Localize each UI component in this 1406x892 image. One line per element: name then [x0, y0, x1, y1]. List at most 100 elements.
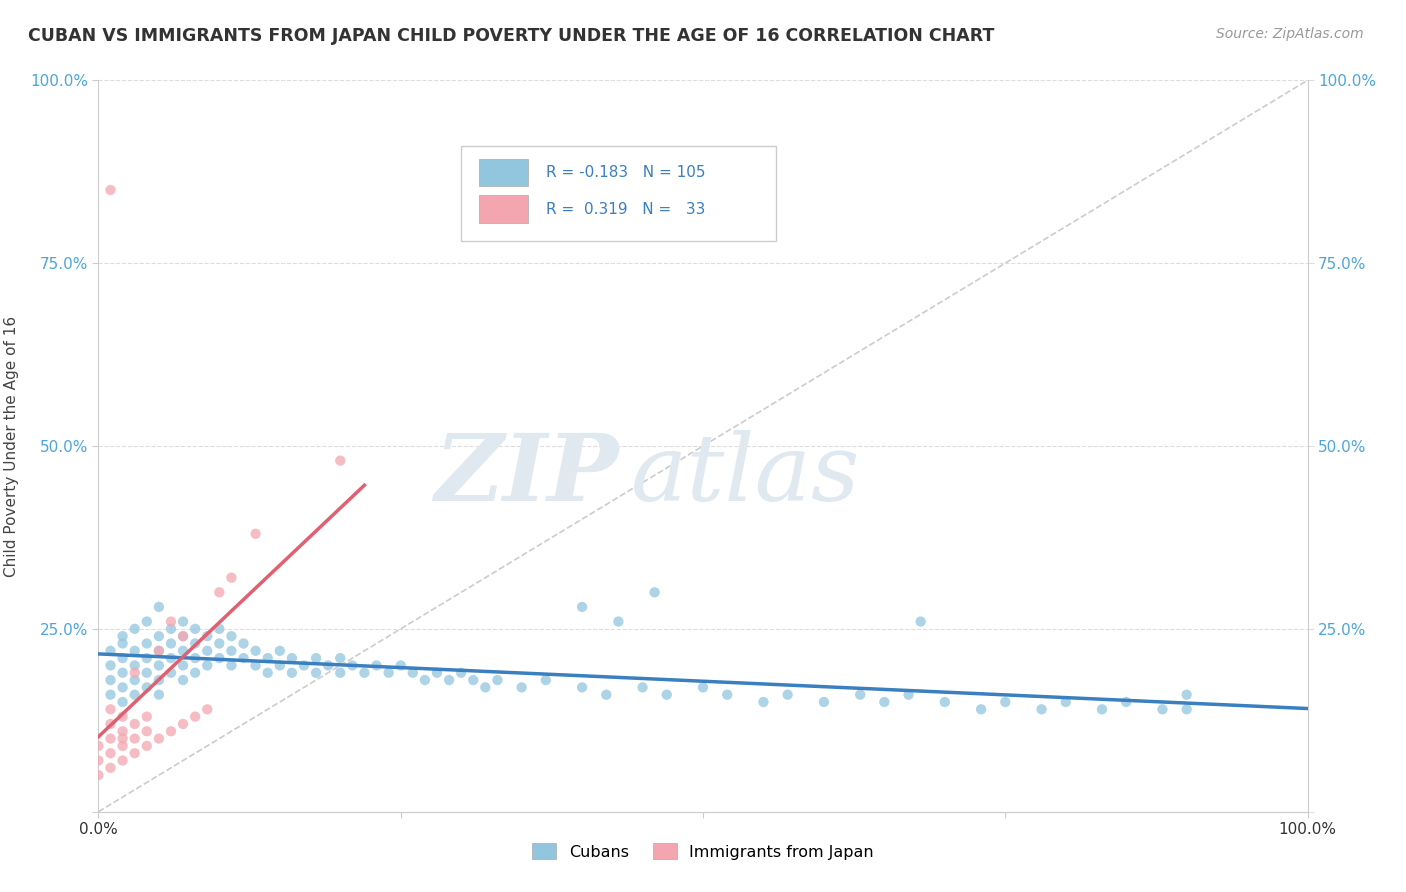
Point: [752, 695, 775, 709]
Point: [100, 761, 122, 775]
Point: [172, 644, 194, 658]
Point: [100, 731, 122, 746]
Point: [413, 673, 436, 687]
Point: [305, 665, 328, 680]
Point: [221, 571, 243, 585]
Point: [100, 746, 122, 760]
Point: [160, 665, 183, 680]
Point: [245, 526, 267, 541]
Point: [607, 615, 630, 629]
Point: [184, 636, 207, 650]
Point: [1115, 695, 1137, 709]
Point: [195, 702, 218, 716]
Point: [221, 629, 243, 643]
Point: [463, 673, 485, 687]
Point: [305, 651, 328, 665]
Point: [221, 644, 243, 658]
Point: [160, 651, 183, 665]
Point: [184, 665, 207, 680]
Point: [148, 673, 170, 687]
Point: [135, 651, 157, 665]
Text: R =  0.319   N =   33: R = 0.319 N = 33: [546, 202, 706, 217]
Point: [172, 629, 194, 643]
Point: [256, 651, 278, 665]
Point: [644, 585, 666, 599]
Point: [148, 731, 170, 746]
Point: [1175, 702, 1198, 716]
Point: [342, 658, 364, 673]
Point: [135, 615, 157, 629]
Point: [124, 717, 146, 731]
Point: [135, 709, 157, 723]
Point: [208, 622, 231, 636]
Point: [100, 717, 122, 731]
Point: [329, 665, 352, 680]
Point: [245, 644, 267, 658]
Point: [1152, 702, 1174, 716]
Point: [184, 651, 207, 665]
Point: [111, 724, 134, 739]
Point: [148, 629, 170, 643]
Point: [377, 665, 399, 680]
Point: [87, 754, 110, 768]
Point: [813, 695, 835, 709]
Point: [571, 681, 593, 695]
Point: [111, 709, 134, 723]
Point: [292, 658, 315, 673]
Point: [148, 599, 170, 614]
Point: [184, 622, 207, 636]
Point: [160, 615, 183, 629]
Text: Source: ZipAtlas.com: Source: ZipAtlas.com: [1216, 27, 1364, 41]
Point: [87, 739, 110, 753]
Point: [316, 658, 339, 673]
Point: [195, 629, 218, 643]
Point: [910, 615, 932, 629]
Point: [172, 615, 194, 629]
Point: [111, 651, 134, 665]
Y-axis label: Child Poverty Under the Age of 16: Child Poverty Under the Age of 16: [4, 316, 18, 576]
Point: [124, 658, 146, 673]
Point: [849, 688, 872, 702]
Point: [111, 665, 134, 680]
Point: [124, 665, 146, 680]
Point: [366, 658, 388, 673]
Point: [148, 644, 170, 658]
Point: [111, 754, 134, 768]
Point: [716, 688, 738, 702]
Point: [269, 658, 291, 673]
Point: [148, 658, 170, 673]
Point: [510, 681, 533, 695]
Point: [426, 665, 449, 680]
Point: [631, 681, 654, 695]
Point: [111, 636, 134, 650]
Point: [437, 673, 460, 687]
Point: [970, 702, 993, 716]
Point: [124, 622, 146, 636]
Point: [595, 688, 617, 702]
Point: [402, 665, 425, 680]
Text: ZIP: ZIP: [434, 430, 619, 520]
Point: [571, 599, 593, 614]
Point: [776, 688, 799, 702]
Point: [934, 695, 956, 709]
Bar: [479, 159, 527, 186]
Point: [208, 636, 231, 650]
Point: [897, 688, 920, 702]
Point: [111, 629, 134, 643]
Point: [269, 644, 291, 658]
Point: [329, 651, 352, 665]
Point: [124, 688, 146, 702]
Point: [184, 709, 207, 723]
Point: [1031, 702, 1053, 716]
Point: [281, 665, 304, 680]
Point: [111, 731, 134, 746]
Point: [172, 717, 194, 731]
Point: [100, 702, 122, 716]
Point: [655, 688, 678, 702]
Point: [245, 658, 267, 673]
Point: [100, 658, 122, 673]
Point: [994, 695, 1017, 709]
Point: [135, 665, 157, 680]
Point: [124, 673, 146, 687]
Point: [281, 651, 304, 665]
